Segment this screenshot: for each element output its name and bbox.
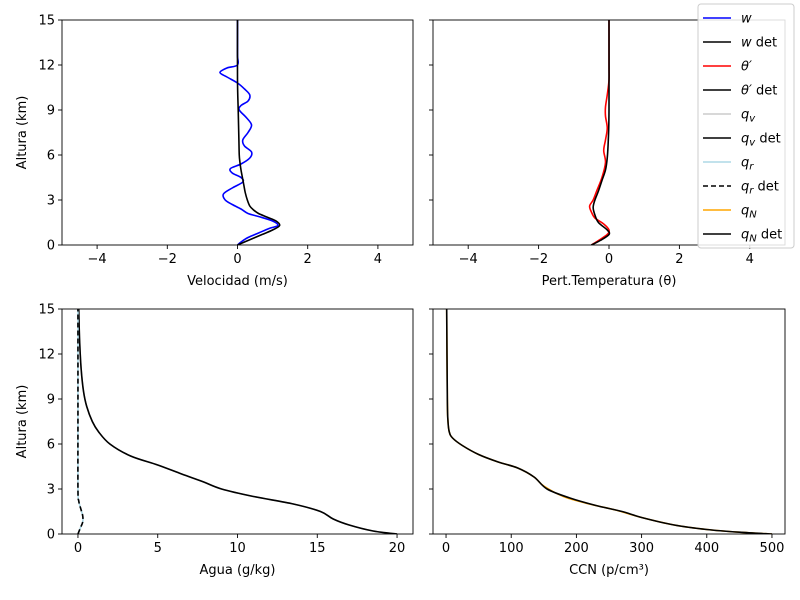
legend-frame — [697, 3, 795, 249]
legend-label: qN — [741, 204, 757, 221]
legend-label: qr — [741, 156, 754, 173]
x-axis-label: CCN (p/cm³) — [569, 563, 649, 578]
series-group — [588, 20, 611, 245]
x-tick-label: 10 — [229, 541, 246, 556]
legend-label: w — [741, 12, 752, 27]
y-tick-label: 0 — [47, 239, 55, 254]
x-tick-label: 0 — [74, 541, 82, 556]
series-line-qv-det — [77, 309, 398, 534]
x-tick-label: 2 — [675, 252, 683, 267]
series-line-w — [219, 20, 279, 245]
series-group — [219, 20, 281, 245]
x-tick-label: −2 — [158, 252, 177, 267]
y-tick-label: 6 — [47, 438, 55, 453]
x-tick-label: 20 — [389, 541, 406, 556]
x-tick-label: 2 — [304, 252, 312, 267]
y-tick-label: 12 — [38, 59, 55, 74]
legend-label: qv — [741, 108, 756, 125]
series-line-qN-det — [445, 309, 773, 534]
legend-entry-qN: qN — [703, 204, 757, 221]
y-tick-label: 3 — [47, 483, 55, 498]
x-tick-label: 0 — [233, 252, 241, 267]
x-tick-label: 500 — [760, 541, 785, 556]
x-tick-label: 5 — [154, 541, 162, 556]
legend-entry-qr-det: qr det — [703, 180, 779, 197]
legend-label: qr det — [741, 180, 779, 197]
x-tick-label: −4 — [459, 252, 478, 267]
panels: −4 −2 0 2 4 0 3 6 9 12 15 Velocidad (m/s) Altura (km… — [15, 14, 786, 578]
y-tick-label: 0 — [47, 528, 55, 543]
x-axis-label: Agua (g/kg) — [199, 563, 275, 578]
legend-label: θ′ det — [741, 84, 777, 99]
x-tick-label: 400 — [694, 541, 719, 556]
x-tick-label: 15 — [309, 541, 326, 556]
y-axis-label: Altura (km) — [15, 96, 30, 170]
panel-bottom-right: 0 100 200 300 400 500 CCN (p/cm³) — [429, 308, 786, 578]
legend: w w det θ′ θ′ det qv qv det qr qr det qN qN det — [697, 3, 795, 249]
x-tick-label: 200 — [564, 541, 589, 556]
y-tick-label: 15 — [38, 303, 55, 318]
x-tick-label: −2 — [529, 252, 548, 267]
series-line-w-det — [236, 20, 281, 245]
panel-bottom-left: 0 5 10 15 20 0 3 6 9 12 15 Agua (g/kg) Altura (km) — [15, 303, 414, 578]
legend-label: w det — [741, 36, 777, 51]
y-tick-label: 15 — [38, 14, 55, 29]
x-tick-label: 4 — [374, 252, 382, 267]
y-tick-label: 9 — [47, 104, 55, 119]
legend-entry-qv: qv — [703, 108, 756, 125]
legend-entry-qr: qr — [703, 156, 754, 173]
axes-frame — [432, 308, 786, 535]
series-line-theta — [588, 20, 611, 245]
y-tick-label: 3 — [47, 194, 55, 209]
y-tick-label: 12 — [38, 348, 55, 363]
legend-entry-qv-det: qv det — [703, 132, 781, 149]
x-tick-label: 0 — [442, 541, 450, 556]
series-group — [445, 309, 773, 534]
legend-label: qN det — [741, 228, 782, 245]
x-axis-label: Velocidad (m/s) — [187, 274, 288, 289]
series-line-theta-det — [591, 20, 611, 245]
x-tick-label: −4 — [88, 252, 107, 267]
legend-entry-theta-det: θ′ det — [703, 84, 777, 99]
x-tick-label: 4 — [746, 252, 754, 267]
y-tick-label: 9 — [47, 393, 55, 408]
legend-entry-qN-det: qN det — [703, 228, 782, 245]
legend-label: θ′ — [741, 60, 752, 75]
panel-top-left: −4 −2 0 2 4 0 3 6 9 12 15 Velocidad (m/s) Altura (km… — [15, 14, 414, 289]
series-group — [77, 309, 398, 534]
x-tick-label: 100 — [499, 541, 524, 556]
panel-top-right: −4 −2 0 2 4 Pert.Temperatura (θ) — [429, 19, 786, 289]
y-tick-label: 6 — [47, 149, 55, 164]
legend-entry-theta: θ′ — [703, 60, 752, 75]
legend-entry-w-det: w det — [703, 36, 777, 51]
series-line-qr-det — [77, 309, 84, 534]
x-tick-label: 0 — [605, 252, 613, 267]
x-axis-label: Pert.Temperatura (θ) — [542, 274, 677, 289]
x-tick-label: 300 — [629, 541, 654, 556]
y-axis-label: Altura (km) — [15, 385, 30, 459]
legend-entry-w: w — [703, 12, 752, 27]
legend-label: qv det — [741, 132, 781, 149]
